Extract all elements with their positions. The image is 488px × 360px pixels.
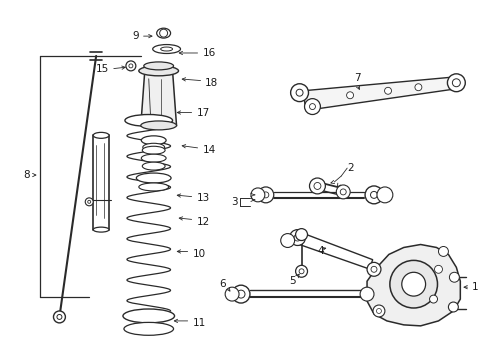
Circle shape — [451, 79, 459, 87]
Text: 2: 2 — [346, 163, 353, 173]
Text: 14: 14 — [202, 145, 215, 155]
Circle shape — [346, 92, 353, 99]
Circle shape — [438, 247, 447, 256]
Circle shape — [370, 192, 377, 198]
Circle shape — [295, 229, 307, 240]
Ellipse shape — [141, 121, 176, 130]
Circle shape — [336, 185, 349, 199]
Circle shape — [263, 192, 268, 198]
Circle shape — [376, 309, 381, 314]
Polygon shape — [295, 232, 372, 269]
Text: 13: 13 — [196, 193, 209, 203]
Ellipse shape — [143, 62, 173, 70]
Circle shape — [85, 198, 93, 206]
Circle shape — [237, 290, 244, 298]
Polygon shape — [366, 244, 459, 326]
Circle shape — [129, 64, 133, 68]
Circle shape — [384, 87, 391, 94]
Polygon shape — [141, 71, 176, 125]
Ellipse shape — [93, 132, 109, 138]
Ellipse shape — [141, 154, 166, 162]
Circle shape — [295, 265, 307, 277]
Text: 6: 6 — [219, 279, 225, 289]
Circle shape — [309, 104, 315, 109]
Ellipse shape — [142, 143, 164, 151]
Ellipse shape — [141, 136, 166, 145]
Circle shape — [53, 311, 65, 323]
Ellipse shape — [139, 183, 168, 191]
Ellipse shape — [136, 173, 171, 183]
Circle shape — [309, 178, 325, 194]
Text: 16: 16 — [202, 48, 215, 58]
Circle shape — [370, 266, 376, 272]
Ellipse shape — [122, 309, 174, 323]
Text: 7: 7 — [353, 73, 360, 83]
Circle shape — [250, 188, 264, 202]
Circle shape — [366, 262, 380, 276]
Circle shape — [289, 230, 305, 246]
Text: 3: 3 — [231, 197, 238, 207]
Circle shape — [290, 84, 308, 102]
Circle shape — [296, 89, 303, 96]
Ellipse shape — [161, 47, 172, 51]
Circle shape — [434, 265, 442, 273]
Circle shape — [401, 272, 425, 296]
Ellipse shape — [93, 227, 109, 232]
Text: 15: 15 — [96, 64, 109, 74]
Circle shape — [372, 305, 384, 317]
Circle shape — [376, 187, 392, 203]
Circle shape — [293, 234, 301, 241]
Circle shape — [447, 302, 457, 312]
Circle shape — [224, 287, 239, 301]
Text: 10: 10 — [192, 249, 205, 260]
Circle shape — [340, 189, 346, 195]
Circle shape — [87, 201, 90, 203]
Ellipse shape — [156, 28, 170, 38]
Ellipse shape — [152, 45, 180, 54]
Circle shape — [389, 260, 437, 308]
Circle shape — [257, 187, 273, 203]
Circle shape — [57, 314, 62, 319]
Circle shape — [232, 285, 249, 303]
Text: 8: 8 — [23, 170, 30, 180]
Text: 17: 17 — [196, 108, 209, 117]
Ellipse shape — [142, 146, 165, 154]
Circle shape — [448, 272, 458, 282]
Circle shape — [414, 84, 421, 91]
Text: 9: 9 — [132, 31, 139, 41]
Circle shape — [359, 287, 373, 301]
Text: 18: 18 — [205, 78, 218, 88]
Text: 1: 1 — [471, 282, 478, 292]
Ellipse shape — [142, 162, 165, 170]
Circle shape — [299, 269, 304, 274]
Circle shape — [313, 183, 320, 189]
Ellipse shape — [123, 323, 173, 335]
Polygon shape — [303, 77, 456, 111]
Circle shape — [280, 234, 294, 247]
Ellipse shape — [139, 66, 178, 76]
Circle shape — [304, 99, 320, 114]
Circle shape — [160, 29, 167, 37]
Text: 12: 12 — [196, 217, 209, 227]
Ellipse shape — [124, 114, 172, 126]
Circle shape — [126, 61, 136, 71]
Text: 11: 11 — [192, 318, 205, 328]
Circle shape — [365, 186, 382, 204]
Text: 5: 5 — [288, 276, 295, 286]
Circle shape — [428, 295, 437, 303]
Text: 4: 4 — [317, 247, 324, 256]
Circle shape — [447, 74, 464, 92]
